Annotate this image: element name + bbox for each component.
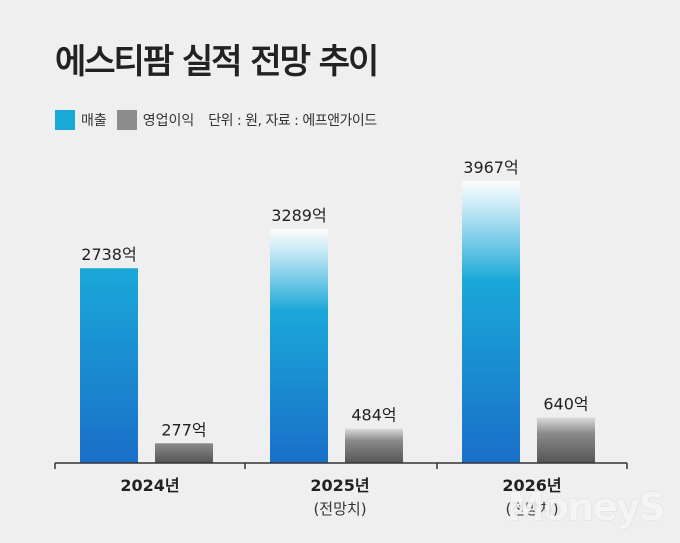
data-label-op-2: 484억 bbox=[351, 406, 396, 425]
legend-label-op: 영업이익 bbox=[142, 113, 195, 129]
bar-revenue-2 bbox=[270, 229, 328, 463]
data-label-op-3: 640억 bbox=[543, 394, 588, 413]
moneys-watermark: MoneyS bbox=[507, 485, 666, 529]
category-label-3: 2026년 bbox=[502, 476, 561, 495]
legend-item-revenue: 매출 bbox=[55, 110, 107, 130]
data-label-revenue-3: 3967억 bbox=[463, 158, 518, 177]
bar-revenue-3 bbox=[462, 180, 520, 463]
legend-item-op: 영업이익 bbox=[116, 110, 195, 130]
bar-op-2 bbox=[345, 428, 403, 463]
bar-op-3 bbox=[537, 417, 595, 463]
category-sublabel-3: (전망치) bbox=[505, 500, 558, 518]
chart-title: 에스티팜 실적 전망 추이 bbox=[55, 42, 379, 82]
legend: 매출 영업이익 단위 : 원, 자료 : 에프앤가이드 bbox=[55, 110, 377, 130]
category-label-1: 2024년 bbox=[120, 476, 179, 495]
bar-revenue-1 bbox=[80, 268, 138, 463]
legend-swatch-revenue bbox=[55, 110, 75, 130]
unit-source-note: 단위 : 원, 자료 : 에프앤가이드 bbox=[208, 113, 377, 129]
bar-op-1 bbox=[155, 443, 213, 463]
category-sublabel-2: (전망치) bbox=[313, 500, 366, 518]
legend-label-revenue: 매출 bbox=[81, 113, 107, 129]
data-label-revenue-1: 2738억 bbox=[81, 245, 136, 264]
data-label-revenue-2: 3289억 bbox=[271, 206, 326, 225]
legend-swatch-op bbox=[116, 110, 137, 130]
category-label-2: 2025년 bbox=[310, 476, 369, 495]
data-label-op-1: 277억 bbox=[161, 420, 206, 439]
